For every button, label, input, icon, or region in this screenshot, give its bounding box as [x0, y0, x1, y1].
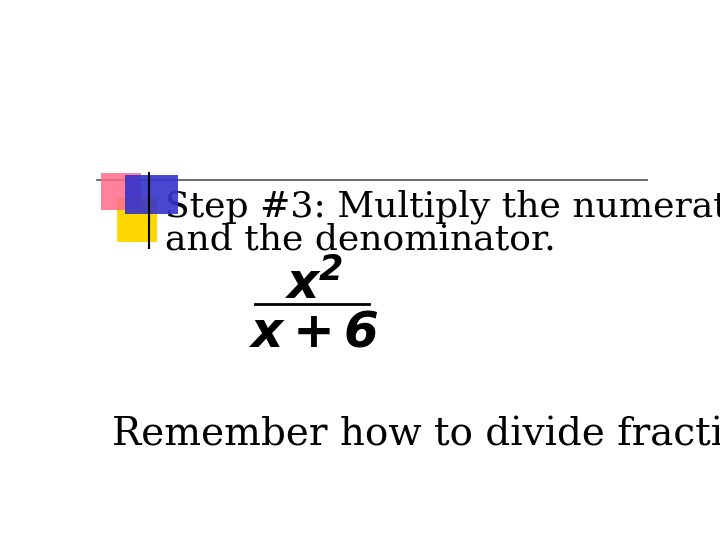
Bar	[125, 175, 178, 214]
Text: $\bfit{x}^2$: $\bfit{x}^2$	[284, 260, 343, 309]
Bar	[117, 198, 157, 241]
Text: Step #3: Multiply the numerator: Step #3: Multiply the numerator	[166, 190, 720, 224]
Text: Remember how to divide fractions?: Remember how to divide fractions?	[112, 416, 720, 453]
Bar	[101, 173, 141, 210]
Text: and the denominator.: and the denominator.	[166, 223, 556, 257]
Text: $\bfit{x}+6$: $\bfit{x}+6$	[248, 308, 379, 357]
